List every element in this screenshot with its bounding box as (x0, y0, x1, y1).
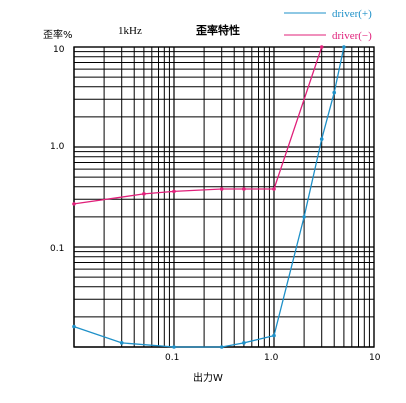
series-driver-plus (72, 45, 346, 349)
x-tick-label-0-1: 0.1 (165, 353, 179, 363)
y-tick-label-1: 1.0 (50, 142, 65, 152)
data-point (242, 341, 246, 345)
y-axis-label: 歪率% (43, 28, 73, 41)
data-point (242, 187, 246, 191)
data-point (172, 189, 176, 194)
data-point (119, 341, 124, 345)
data-point (319, 45, 324, 49)
series-line (73, 46, 345, 348)
chart-title: 歪率特性 (196, 23, 240, 37)
data-point (272, 333, 276, 338)
legend-label-driver-plus: driver(+) (332, 8, 372, 20)
data-point (272, 187, 276, 191)
data-point (142, 192, 146, 196)
data-point (72, 202, 76, 206)
chart-subtitle: 1kHz (118, 25, 142, 37)
data-point (219, 345, 224, 349)
x-tick-label-1: 1.0 (264, 353, 279, 363)
series-driver-minus (72, 45, 324, 206)
data-point (219, 187, 224, 191)
data-point (319, 137, 324, 141)
x-tick-label-10: 10 (369, 353, 381, 363)
data-point (342, 45, 346, 49)
y-tick-label-10: 10 (53, 45, 65, 55)
series-layer (72, 45, 346, 349)
data-point (332, 90, 337, 95)
legend: driver(+) driver(−) (284, 8, 372, 42)
y-tick-label-0-1: 0.1 (50, 244, 64, 254)
data-point (72, 324, 76, 329)
x-axis-label: 出力W (193, 371, 223, 384)
grid-lines (73, 47, 374, 348)
legend-label-driver-minus: driver(−) (332, 30, 372, 42)
data-point (302, 215, 306, 219)
data-point (172, 345, 176, 349)
